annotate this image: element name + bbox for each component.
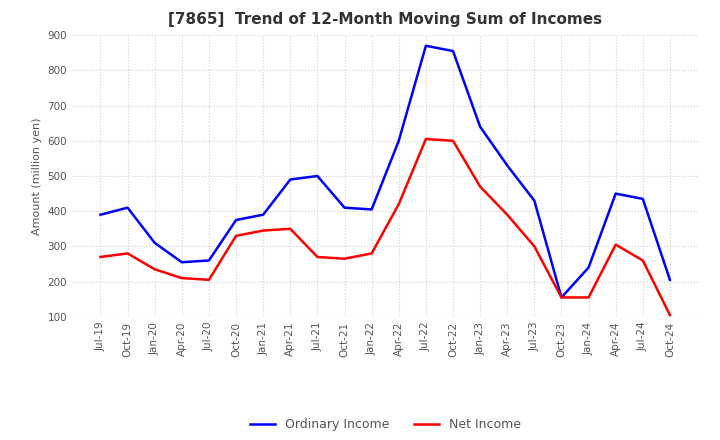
Net Income xyxy=(204,277,213,282)
Ordinary Income xyxy=(150,240,159,246)
Ordinary Income xyxy=(611,191,620,196)
Ordinary Income xyxy=(286,177,294,182)
Net Income xyxy=(313,254,322,260)
Ordinary Income xyxy=(639,196,647,202)
Ordinary Income xyxy=(584,265,593,270)
Line: Ordinary Income: Ordinary Income xyxy=(101,46,670,297)
Net Income xyxy=(232,233,240,238)
Legend: Ordinary Income, Net Income: Ordinary Income, Net Income xyxy=(245,413,526,436)
Net Income xyxy=(503,212,511,217)
Line: Net Income: Net Income xyxy=(101,139,670,315)
Ordinary Income xyxy=(178,260,186,265)
Ordinary Income xyxy=(259,212,268,217)
Title: [7865]  Trend of 12-Month Moving Sum of Incomes: [7865] Trend of 12-Month Moving Sum of I… xyxy=(168,12,602,27)
Ordinary Income xyxy=(313,173,322,179)
Ordinary Income xyxy=(96,212,105,217)
Ordinary Income xyxy=(421,43,430,48)
Ordinary Income xyxy=(204,258,213,263)
Net Income xyxy=(530,244,539,249)
Net Income xyxy=(123,251,132,256)
Ordinary Income xyxy=(530,198,539,203)
Net Income xyxy=(584,295,593,300)
Net Income xyxy=(341,256,349,261)
Net Income xyxy=(395,202,403,207)
Ordinary Income xyxy=(341,205,349,210)
Ordinary Income xyxy=(476,124,485,129)
Ordinary Income xyxy=(665,277,674,282)
Net Income xyxy=(367,251,376,256)
Ordinary Income xyxy=(395,138,403,143)
Net Income xyxy=(611,242,620,247)
Net Income xyxy=(178,275,186,281)
Y-axis label: Amount (million yen): Amount (million yen) xyxy=(32,117,42,235)
Net Income xyxy=(96,254,105,260)
Net Income xyxy=(449,138,457,143)
Ordinary Income xyxy=(503,163,511,168)
Ordinary Income xyxy=(367,207,376,212)
Net Income xyxy=(665,312,674,318)
Net Income xyxy=(286,226,294,231)
Ordinary Income xyxy=(123,205,132,210)
Net Income xyxy=(476,184,485,189)
Ordinary Income xyxy=(557,295,566,300)
Net Income xyxy=(421,136,430,142)
Ordinary Income xyxy=(232,217,240,223)
Ordinary Income xyxy=(449,48,457,54)
Net Income xyxy=(639,258,647,263)
Net Income xyxy=(259,228,268,233)
Net Income xyxy=(557,295,566,300)
Net Income xyxy=(150,267,159,272)
